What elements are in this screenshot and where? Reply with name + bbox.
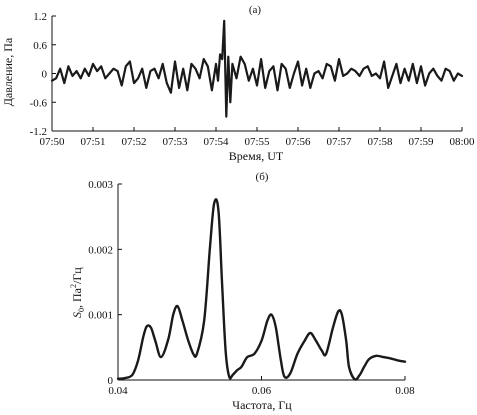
panel-b-y-tick-label: 0.002 [88, 244, 113, 256]
panel-b-x-tick-label: 0.04 [108, 385, 128, 397]
panel-a-x-tick-label: 07:57 [326, 136, 352, 148]
panel-a-y-tick-label: -0.6 [30, 97, 48, 109]
panel-b-y-tick-label: 0.003 [88, 179, 113, 191]
panel-a-x-tick-label: 08:00 [449, 136, 475, 148]
panel-b-spectrum-series [116, 198, 407, 381]
panel-a-pressure-series [50, 19, 464, 118]
panel-a-x-tick-label: 07:54 [203, 136, 229, 148]
panel-a-x-tick-label: 07:59 [408, 136, 434, 148]
panel-a-x-label: Время, UT [229, 149, 284, 163]
panel-b-y-tick-label: 0 [108, 375, 114, 387]
panel-b-x-ticks: 0.04 0.06 0.08 [108, 376, 415, 397]
panel-b-y-label-symbol: S [70, 312, 84, 318]
panel-a-y-label: Давление, Па [1, 37, 15, 106]
panel-b-y-label-subscript: 0 [77, 308, 86, 312]
panel-a-x-ticks: 07:50 07:51 07:52 07:53 07:54 07:55 07:56 07:57… [39, 127, 475, 148]
panel-a-x-tick-label: 07:52 [121, 136, 146, 148]
panel-b-x-label: Частота, Гц [232, 398, 292, 412]
panel-b-y-label: S0, Па2/Гц [69, 267, 86, 318]
panel-b-label: (б) [256, 171, 269, 183]
panel-a-x-tick-label: 07:51 [80, 136, 105, 148]
panel-b-x-tick-label: 0.08 [395, 385, 415, 397]
panel-b-y-label-superscript: 2 [69, 284, 78, 288]
panel-a-x-tick-label: 07:56 [285, 136, 311, 148]
panel-a-y-tick-label: 0 [42, 69, 48, 81]
panel-a-x-tick-label: 07:50 [39, 136, 65, 148]
panel-a-y-tick-label: -1.2 [30, 126, 47, 138]
panel-a-label: (а) [249, 4, 262, 16]
panel-a-y-tick-label: 1.2 [33, 11, 47, 23]
panel-a-y-tick-label: 0.6 [33, 40, 47, 52]
panel-b-x-tick-label: 0.06 [252, 385, 272, 397]
panel-b-y-label-unit-tail: /Гц [70, 267, 84, 284]
panel-a-y-ticks: 1.2 0.6 0 -0.6 -1.2 [30, 11, 56, 138]
panel-a-x-tick-label: 07:55 [244, 136, 270, 148]
panel-a: (а) 1.2 0.6 0 -0.6 -1.2 07:50 07:51 07:52 07:53… [1, 4, 475, 163]
panel-b-y-ticks: 0.003 0.002 0.001 0 [88, 179, 122, 387]
panel-a-x-tick-label: 07:53 [162, 136, 188, 148]
panel-a-x-tick-label: 07:58 [367, 136, 393, 148]
panel-b-y-tick-label: 0.001 [88, 310, 113, 322]
panel-b-y-label-unit: , Па [70, 287, 84, 308]
